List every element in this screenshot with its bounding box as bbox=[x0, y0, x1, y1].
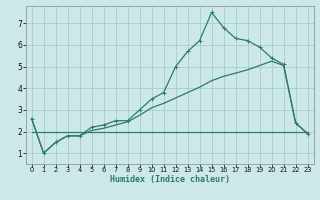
X-axis label: Humidex (Indice chaleur): Humidex (Indice chaleur) bbox=[109, 175, 230, 184]
